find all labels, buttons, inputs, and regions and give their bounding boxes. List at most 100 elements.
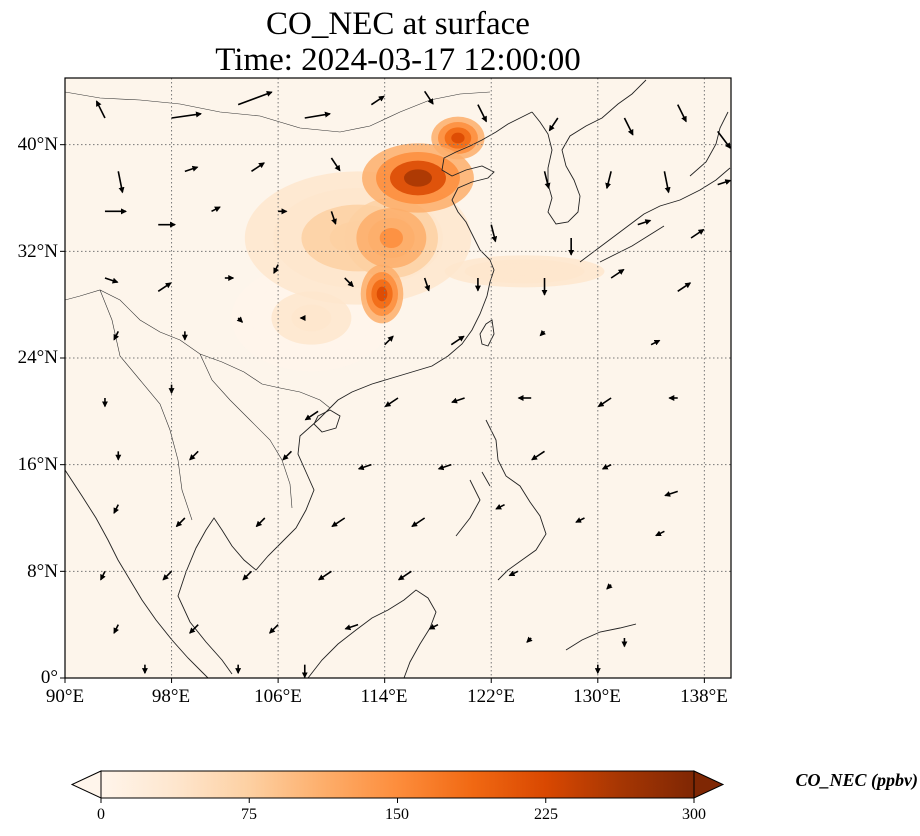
wind-arrow (477, 104, 488, 123)
laos-border (199, 353, 293, 509)
lon-label-130: 130°E (573, 686, 621, 707)
korea-coastline (531, 79, 647, 225)
wind-arrow (428, 623, 439, 630)
wind-arrow (242, 570, 253, 581)
axis-tick-marks (60, 144, 705, 683)
wind-arrow (384, 335, 394, 346)
gridlines (65, 78, 731, 678)
wind-arrow (717, 179, 731, 186)
newguinea-outline (565, 623, 637, 651)
wind-arrow (450, 335, 465, 346)
wind-arrow (162, 570, 173, 581)
wind-arrow (317, 570, 332, 581)
wind-arrow (344, 277, 354, 288)
lat-label-32: 32°N (17, 241, 58, 262)
wind-arrow (664, 490, 678, 497)
lon-label-106: 106°E (254, 686, 302, 707)
wind-arrow (269, 624, 279, 634)
wind-arrow (236, 316, 244, 323)
colorbar-tick-300: 300 (682, 806, 706, 823)
wind-arrow (548, 117, 559, 132)
wind-arrow (113, 504, 119, 514)
co-plume-patch (291, 304, 332, 332)
wind-arrow (157, 282, 172, 292)
lat-label-0: 0° (40, 667, 58, 688)
lon-label-90: 90°E (45, 686, 85, 707)
lat-label-8: 8°N (27, 561, 58, 582)
co-plume-patch (379, 228, 403, 248)
wind-arrow (655, 530, 665, 537)
wind-arrow (543, 171, 551, 190)
wind-arrow (357, 463, 372, 471)
sumatra-outline (65, 469, 209, 678)
colorbar-tick-0: 0 (97, 806, 105, 823)
borneo-outline (307, 589, 437, 678)
taiwan-outline (479, 319, 495, 347)
lat-label-16: 16°N (17, 454, 58, 475)
wind-arrow (575, 517, 585, 523)
wind-arrow (451, 397, 465, 404)
wind-arrow (273, 264, 279, 274)
wind-arrow (344, 623, 359, 631)
wind-arrow (104, 277, 119, 284)
china-coastline (329, 111, 533, 409)
wind-arrow (601, 463, 612, 470)
wind-arrow (251, 162, 265, 172)
lon-label-98: 98°E (151, 686, 191, 707)
wind-arrow (331, 517, 346, 528)
japan-outline (579, 111, 731, 263)
wind-arrow (490, 224, 498, 243)
co-plume-patch (403, 169, 432, 187)
wind-arrow (508, 570, 519, 577)
wind-arrow (397, 570, 412, 581)
wind-arrow (189, 450, 199, 461)
wind-arrow (282, 450, 293, 461)
wind-arrow (610, 268, 625, 279)
wind-arrow (531, 450, 545, 461)
colorbar-tick-225: 225 (534, 806, 558, 823)
wind-arrow (539, 329, 546, 337)
colorbar-min-extension (70, 770, 102, 799)
wind-arrow (330, 157, 341, 172)
lon-label-122: 122°E (467, 686, 515, 707)
colorbar-max-extension (693, 770, 725, 799)
colorbar (70, 770, 725, 803)
wind-arrow (423, 277, 431, 292)
indochina-coastline (177, 407, 331, 675)
wind-arrow (606, 583, 613, 590)
wind-arrow (423, 90, 434, 105)
wind-arrow (597, 397, 612, 408)
wind-arrow (637, 219, 652, 226)
wind-arrow (175, 517, 186, 528)
lon-label-138: 138°E (680, 686, 728, 707)
colorbar-tick-150: 150 (385, 806, 409, 823)
wind-arrow (211, 206, 221, 213)
wind-arrow (304, 111, 331, 119)
wind-arrow (237, 91, 273, 106)
coastlines (65, 79, 731, 678)
wind-arrow (650, 339, 661, 346)
wind-arrow (95, 100, 106, 119)
lat-label-24: 24°N (17, 347, 58, 368)
co-plume-patch (376, 286, 388, 302)
lat-label-40: 40°N (17, 134, 58, 155)
co-plume-patch (504, 267, 545, 276)
wind-arrow (717, 130, 731, 149)
wind-arrow (100, 570, 106, 581)
wind-arrow (184, 165, 199, 173)
concentration-field (231, 116, 605, 372)
wind-arrow (411, 517, 426, 528)
wind-arrow (495, 503, 505, 510)
wind-arrow (330, 211, 337, 225)
map-frame (64, 77, 732, 679)
myanmar-border (99, 289, 193, 521)
wind-arrow (304, 410, 319, 421)
co-plume-patch (451, 132, 465, 144)
wind-arrow (690, 228, 705, 239)
wind-arrow (117, 171, 125, 194)
wind-arrow (384, 397, 399, 408)
wind-arrow (677, 104, 687, 123)
wind-arrow (663, 171, 671, 194)
colorbar-gradient (100, 770, 695, 799)
